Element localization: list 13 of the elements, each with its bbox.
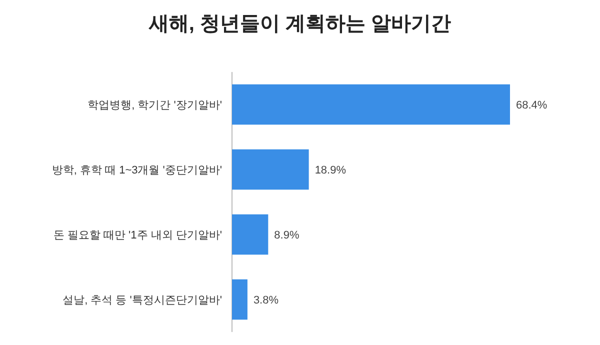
bar [232, 84, 510, 125]
y-tick-label: 돈 필요할 때만 '1주 내외 단기알바' [53, 230, 222, 242]
bar [232, 149, 309, 190]
data-label: 68.4% [516, 100, 548, 112]
data-label: 18.9% [314, 164, 346, 176]
chart-title: 새해, 청년들이 계획하는 알바기간 [148, 13, 452, 35]
bar [232, 279, 248, 320]
y-tick-label: 방학, 휴학 때 1~3개월 '중단기알바' [52, 164, 222, 176]
data-label: 3.8% [253, 294, 279, 306]
y-tick-label: 설날, 추석 등 '특정시즌단기알바' [62, 294, 222, 306]
y-tick-label: 학업병행, 학기간 '장기알바' [88, 100, 222, 112]
bar [232, 214, 268, 255]
data-label: 8.9% [274, 230, 300, 242]
